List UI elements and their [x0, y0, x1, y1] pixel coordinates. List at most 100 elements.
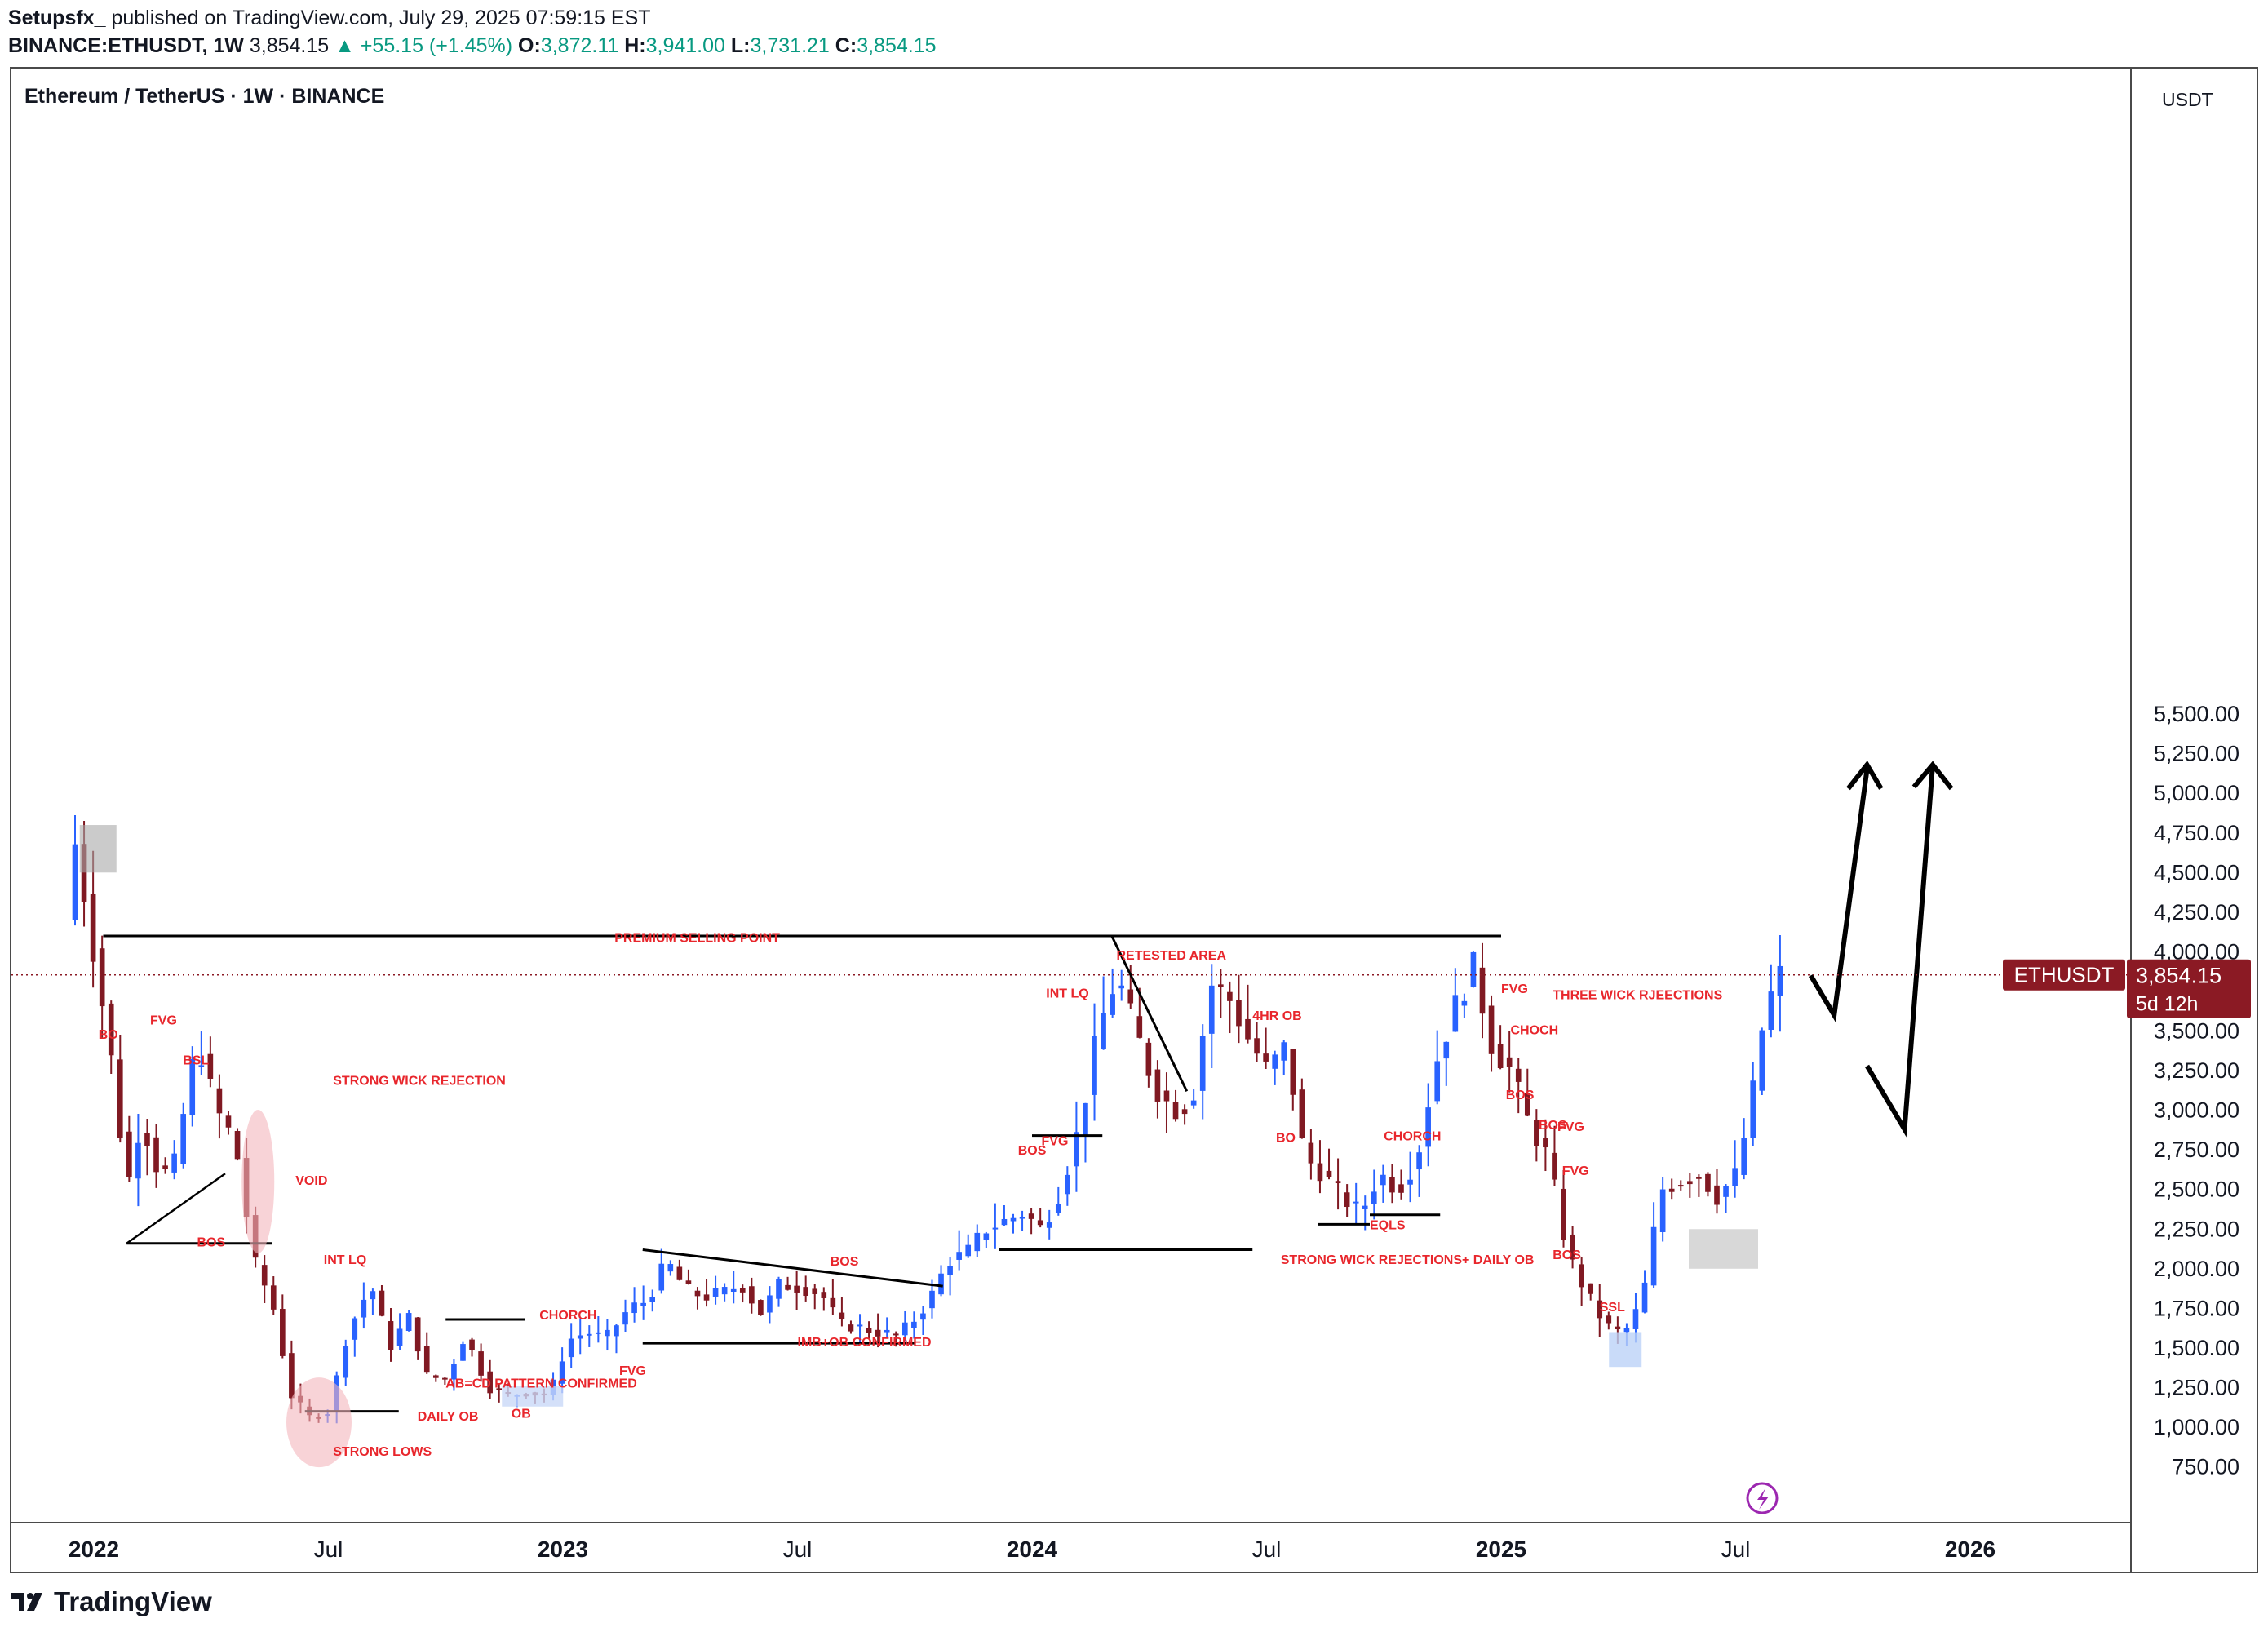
y-tick-label: 5,250.00 — [2154, 742, 2239, 766]
x-tick-label: Jul — [314, 1537, 343, 1562]
y-tick-label: 2,750.00 — [2154, 1138, 2239, 1162]
candle-body — [812, 1288, 818, 1294]
candle-body — [1362, 1205, 1368, 1209]
price-tag[interactable] — [2127, 959, 2251, 1018]
candle-body — [1534, 1120, 1539, 1146]
currency-label: USDT — [2162, 89, 2213, 110]
candle-body — [379, 1290, 385, 1316]
candle-body — [216, 1088, 223, 1114]
candle-body — [144, 1133, 150, 1146]
candle-body — [126, 1131, 132, 1177]
candle-body — [1145, 1042, 1152, 1076]
candle-body — [676, 1266, 683, 1280]
annotation-label: CHORCH — [1384, 1129, 1441, 1143]
x-tick-label: 2023 — [538, 1537, 588, 1562]
candle-body — [1299, 1089, 1305, 1138]
annotation-label: FVG — [1557, 1120, 1584, 1134]
symbol-tag[interactable] — [2003, 959, 2125, 991]
x-tick-label: 2025 — [1476, 1537, 1526, 1562]
candle-body — [1335, 1181, 1341, 1184]
candle-body — [712, 1288, 719, 1297]
candle-body — [857, 1324, 863, 1327]
y-tick-label: 2,250.00 — [2154, 1217, 2239, 1241]
symbol-tag-label: ETHUSDT — [2014, 963, 2115, 987]
annotation-label: BSL — [183, 1053, 209, 1067]
trend-line — [1110, 935, 1189, 1092]
candle-body — [442, 1377, 448, 1380]
candle-body — [1353, 1201, 1359, 1204]
candle-body — [1037, 1220, 1043, 1226]
projection-line — [1864, 765, 1935, 1138]
candle-body — [721, 1287, 728, 1295]
candle-body — [1470, 951, 1477, 987]
candle-body — [1705, 1173, 1711, 1192]
candle-body — [1326, 1170, 1332, 1177]
candle-body — [153, 1137, 159, 1173]
annotation-label: CHOCH — [1511, 1023, 1559, 1037]
x-tick-label: 2024 — [1007, 1537, 1058, 1562]
annotation-label: BOS — [1506, 1089, 1535, 1102]
demand-zone — [1689, 1229, 1758, 1269]
annotation-label: FVG — [619, 1364, 646, 1378]
y-tick-label: 2,500.00 — [2154, 1177, 2239, 1202]
candle-body — [794, 1285, 800, 1293]
tradingview-footer[interactable]: TradingView — [10, 1586, 212, 1617]
candle-body — [1074, 1132, 1079, 1167]
candle-body — [478, 1351, 484, 1376]
candle-body — [1659, 1189, 1666, 1232]
candle-body — [1380, 1174, 1386, 1186]
annotation-label: STRONG WICK REJECTIONS+ DAILY OB — [1281, 1253, 1535, 1267]
candle-body — [667, 1264, 674, 1272]
candle-body — [1615, 1326, 1621, 1330]
candle-body — [1065, 1174, 1070, 1195]
candle-body — [938, 1273, 944, 1295]
y-tick-label: 3,000.00 — [2154, 1098, 2239, 1123]
chart-title: Ethereum / TetherUS · 1W · BINANCE — [24, 85, 385, 108]
candle-body — [1723, 1186, 1729, 1197]
candle-body — [974, 1232, 981, 1252]
candle-body — [1543, 1138, 1548, 1148]
candle-body — [1281, 1042, 1287, 1061]
candle-body — [198, 1065, 205, 1067]
candle-body — [956, 1252, 962, 1260]
x-tick-label: 2026 — [1945, 1537, 1996, 1562]
candle-body — [289, 1353, 295, 1399]
candle-body — [947, 1266, 953, 1275]
annotation-label: THREE WICK RJEECTIONS — [1553, 989, 1722, 1003]
candle-body — [225, 1115, 232, 1128]
candle-body — [1019, 1217, 1025, 1219]
candles — [72, 814, 1783, 1424]
candle-body — [1741, 1138, 1747, 1175]
candle-body — [649, 1297, 656, 1302]
close-value: 3,854.15 — [857, 34, 937, 57]
candle-body — [1344, 1192, 1350, 1208]
projection-line — [1911, 761, 1954, 791]
x-tick-label: 2022 — [69, 1537, 119, 1562]
candle-body — [207, 1053, 214, 1080]
lightning-icon[interactable] — [1746, 1482, 1779, 1514]
candle-body — [983, 1233, 990, 1240]
candle-body — [1488, 1005, 1495, 1054]
candle-body — [965, 1244, 972, 1257]
y-tick-label: 4,250.00 — [2154, 900, 2239, 925]
trend-line — [126, 1173, 226, 1244]
candle-body — [1434, 1061, 1441, 1102]
candle-body — [469, 1339, 475, 1350]
candle-body — [1425, 1107, 1431, 1147]
candle-body — [1101, 1013, 1106, 1049]
low-label: L: — [730, 34, 751, 57]
annotation-label: STRONG WICK REJECTION — [333, 1075, 506, 1089]
candle-body — [559, 1361, 565, 1384]
tradingview-logo-icon — [11, 1593, 42, 1611]
y-tick-label: 5,500.00 — [2154, 702, 2239, 726]
candle-body — [99, 948, 105, 1007]
candle-body — [1768, 991, 1774, 1031]
publisher-name[interactable]: Setupsfx_ — [8, 7, 106, 29]
chart-frame — [10, 67, 2258, 1573]
y-tick-label: 5,500.00 — [2154, 702, 2239, 726]
annotation-label: CHORCH — [539, 1309, 596, 1323]
candle-body — [189, 1058, 196, 1115]
open-value: 3,872.11 — [540, 34, 619, 57]
plot-area: PREMIUM SELLING POINT RETESTED AREA INT LQ… — [72, 760, 1954, 1468]
